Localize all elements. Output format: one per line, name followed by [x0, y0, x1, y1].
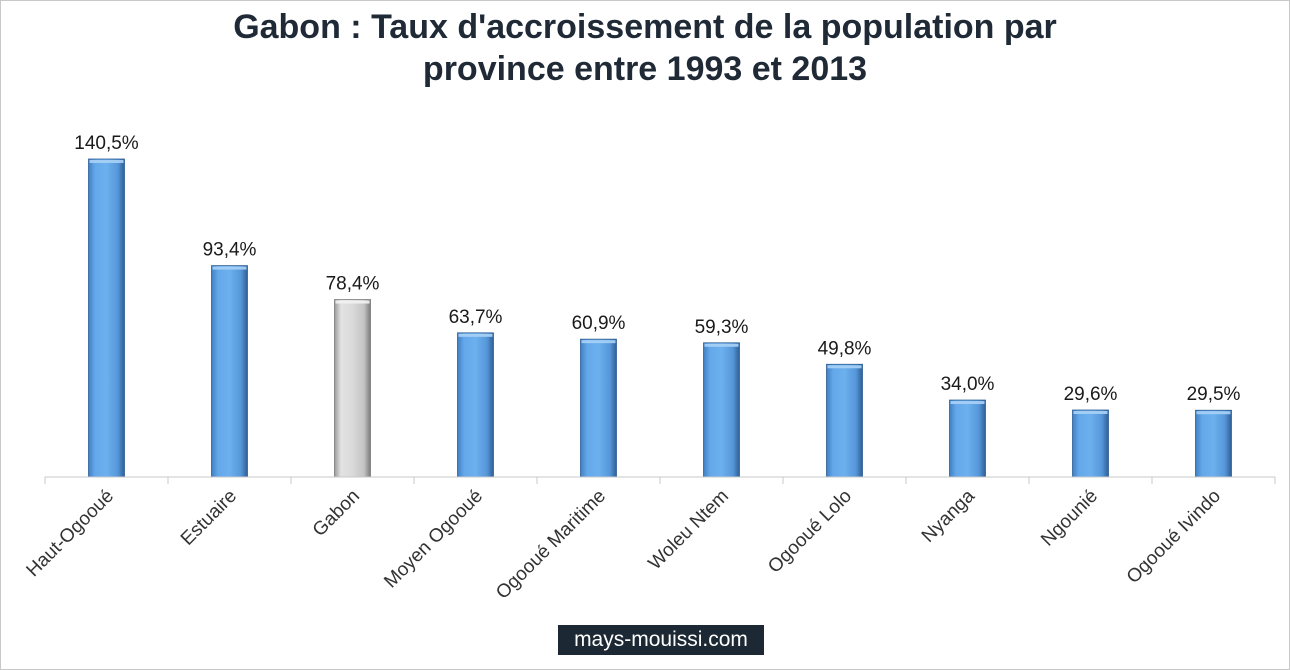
bar-bevel — [704, 343, 739, 347]
value-label: 59,3% — [695, 317, 749, 338]
bar-bevel — [335, 300, 370, 304]
bar-bevel — [458, 333, 493, 337]
bar-7 — [826, 363, 863, 478]
value-label: 93,4% — [203, 240, 257, 261]
bar-bevel — [89, 160, 124, 163]
category-label: Ogooué Lolo — [764, 486, 856, 578]
category-label: Haut-Ogooué — [23, 486, 119, 582]
category-label: Moyen Ogooué — [380, 486, 487, 593]
bar-6 — [703, 342, 740, 478]
bar-1 — [88, 158, 125, 478]
value-labels: 140,5% 93,4% 78,4% 63,7% 60,9% 59,3% 49,8% 34,0… — [74, 133, 1240, 405]
bar-body — [334, 299, 371, 478]
bar-body — [949, 399, 986, 478]
bar-3 — [334, 299, 371, 478]
value-label: 78,4% — [326, 274, 380, 295]
bar-body — [826, 363, 863, 478]
bar-bevel — [827, 365, 862, 369]
category-label: Nyanga — [918, 485, 979, 546]
category-label: Woleu Ntem — [645, 486, 734, 575]
bar-bevel — [1073, 411, 1108, 415]
x-axis — [44, 476, 1276, 484]
category-label: Ogooué Maritime — [492, 486, 610, 604]
bar-bevel — [581, 340, 616, 344]
category-label: Ngounié — [1037, 486, 1102, 551]
bar-5 — [580, 338, 617, 478]
bar-bevel — [212, 266, 247, 270]
value-label: 34,0% — [941, 374, 995, 395]
bar-body — [457, 332, 494, 478]
bar-body — [703, 342, 740, 478]
value-label: 63,7% — [449, 307, 503, 328]
bar-bevel — [950, 401, 985, 405]
bar-body — [1072, 409, 1109, 478]
bar-body — [88, 158, 125, 478]
bar-2 — [211, 265, 248, 478]
chart-title-line-1: Gabon : Taux d'accroissement de la popul… — [233, 8, 1057, 46]
bar-body — [211, 265, 248, 478]
bar-10 — [1195, 409, 1232, 478]
value-label: 29,6% — [1064, 384, 1118, 405]
bars-layer — [88, 158, 1232, 478]
category-labels: Haut-Ogooué Estuaire Gabon Moyen Ogooué Ogoo… — [23, 485, 1226, 603]
chart-title-line-2: province entre 1993 et 2013 — [422, 50, 868, 88]
watermark: mays-mouissi.com — [558, 625, 764, 655]
value-label: 60,9% — [572, 313, 626, 334]
bar-9 — [1072, 409, 1109, 478]
bar-body — [580, 338, 617, 478]
bar-bevel — [1196, 411, 1231, 415]
value-label: 140,5% — [74, 133, 139, 154]
category-label: Gabon — [309, 486, 364, 541]
bar-body — [1195, 409, 1232, 478]
chart-title: Gabon : Taux d'accroissement de la popul… — [0, 6, 1290, 90]
category-label: Estuaire — [177, 486, 241, 550]
bar-4 — [457, 332, 494, 478]
bar-8 — [949, 399, 986, 478]
category-label: Ogooué Ivindo — [1123, 486, 1225, 588]
value-label: 49,8% — [818, 338, 872, 359]
value-label: 29,5% — [1187, 384, 1241, 405]
